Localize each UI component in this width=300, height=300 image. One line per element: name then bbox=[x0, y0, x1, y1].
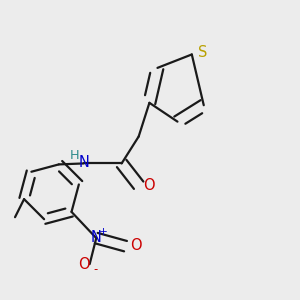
Text: O: O bbox=[130, 238, 141, 253]
Text: O: O bbox=[78, 257, 89, 272]
Text: O: O bbox=[143, 178, 154, 193]
Text: -: - bbox=[94, 263, 98, 276]
Text: +: + bbox=[99, 226, 108, 236]
Text: H: H bbox=[69, 149, 79, 163]
Text: S: S bbox=[198, 45, 208, 60]
Text: N: N bbox=[79, 155, 89, 170]
Text: N: N bbox=[91, 230, 102, 245]
